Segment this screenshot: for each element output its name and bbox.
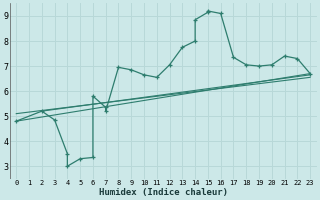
X-axis label: Humidex (Indice chaleur): Humidex (Indice chaleur) <box>99 188 228 197</box>
